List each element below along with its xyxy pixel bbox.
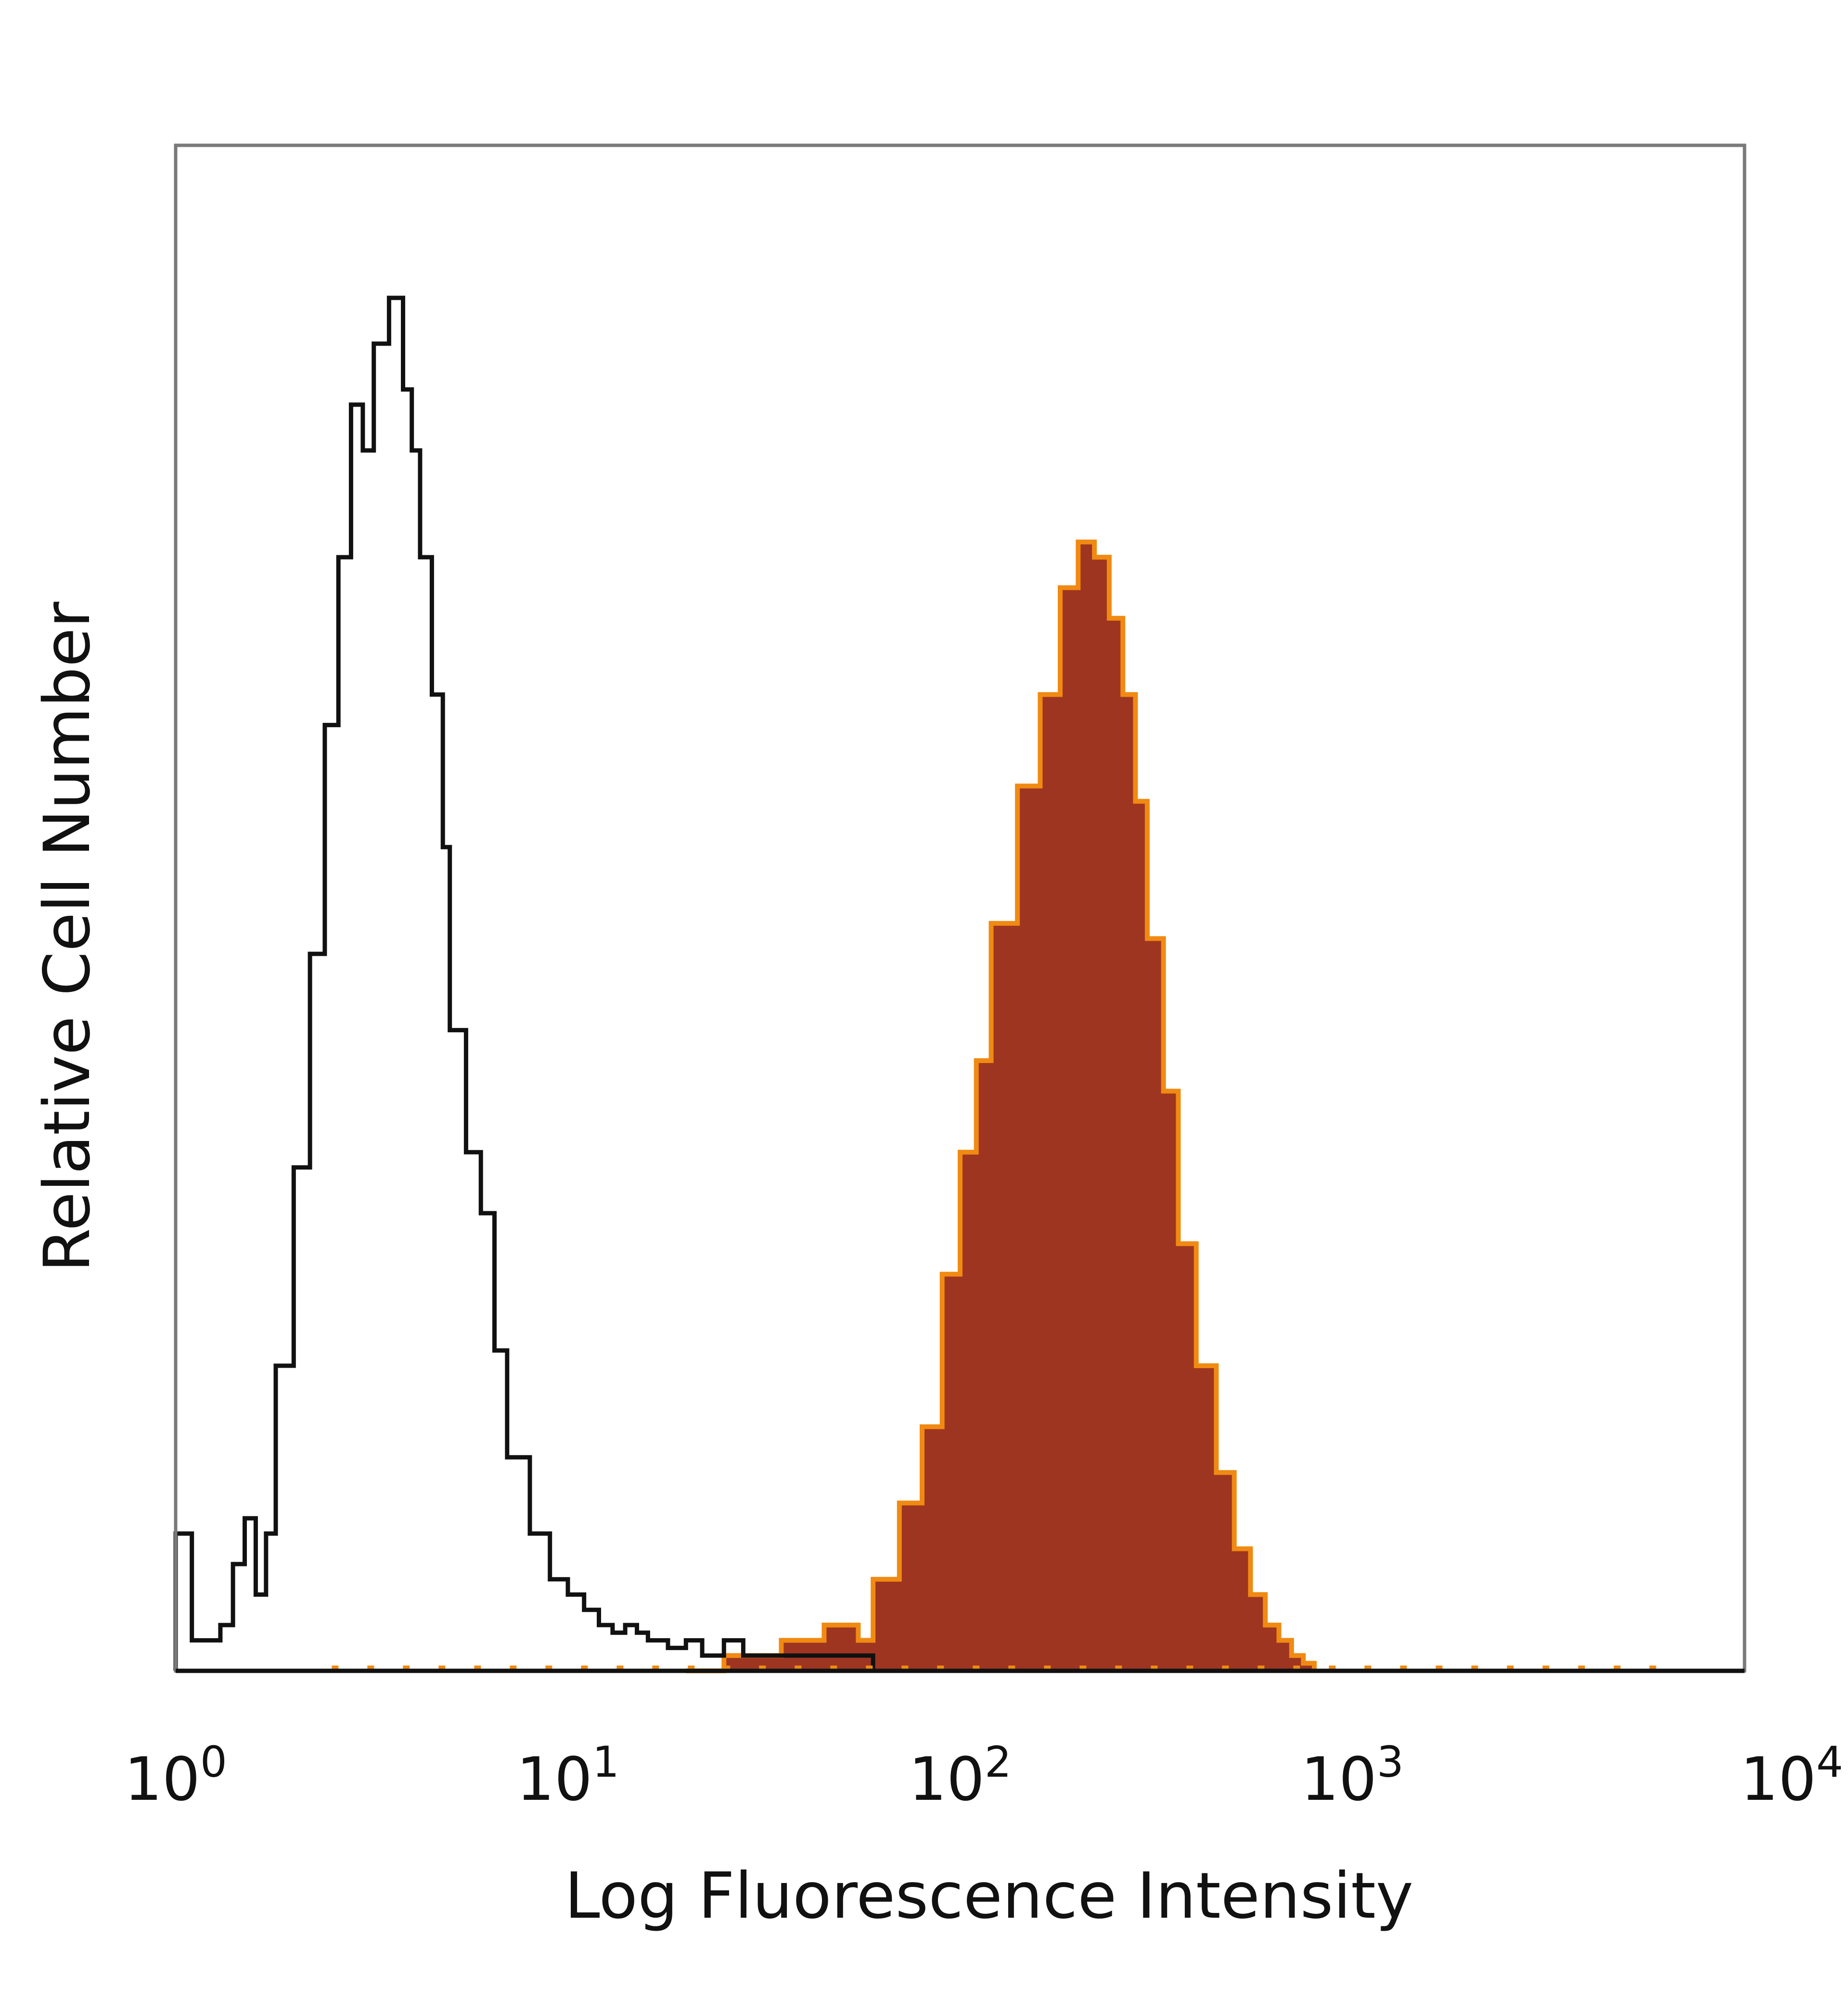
x-axis-label: Log Fluorescence Intensity (565, 1859, 1413, 1933)
x-tick-label: 101 (516, 1737, 619, 1814)
series-layer (173, 295, 1658, 1673)
x-tick-labels: 100 101 102 103 104 (124, 1737, 1843, 1814)
y-axis-label: Relative Cell Number (30, 602, 104, 1272)
x-tick-label: 100 (124, 1737, 227, 1814)
isotype-control-histogram (173, 295, 875, 1671)
x-tick-label: 104 (1740, 1737, 1843, 1814)
stained-sample-histogram (686, 539, 1317, 1673)
x-tick-label: 102 (909, 1737, 1012, 1814)
x-tick-label: 103 (1301, 1737, 1404, 1814)
